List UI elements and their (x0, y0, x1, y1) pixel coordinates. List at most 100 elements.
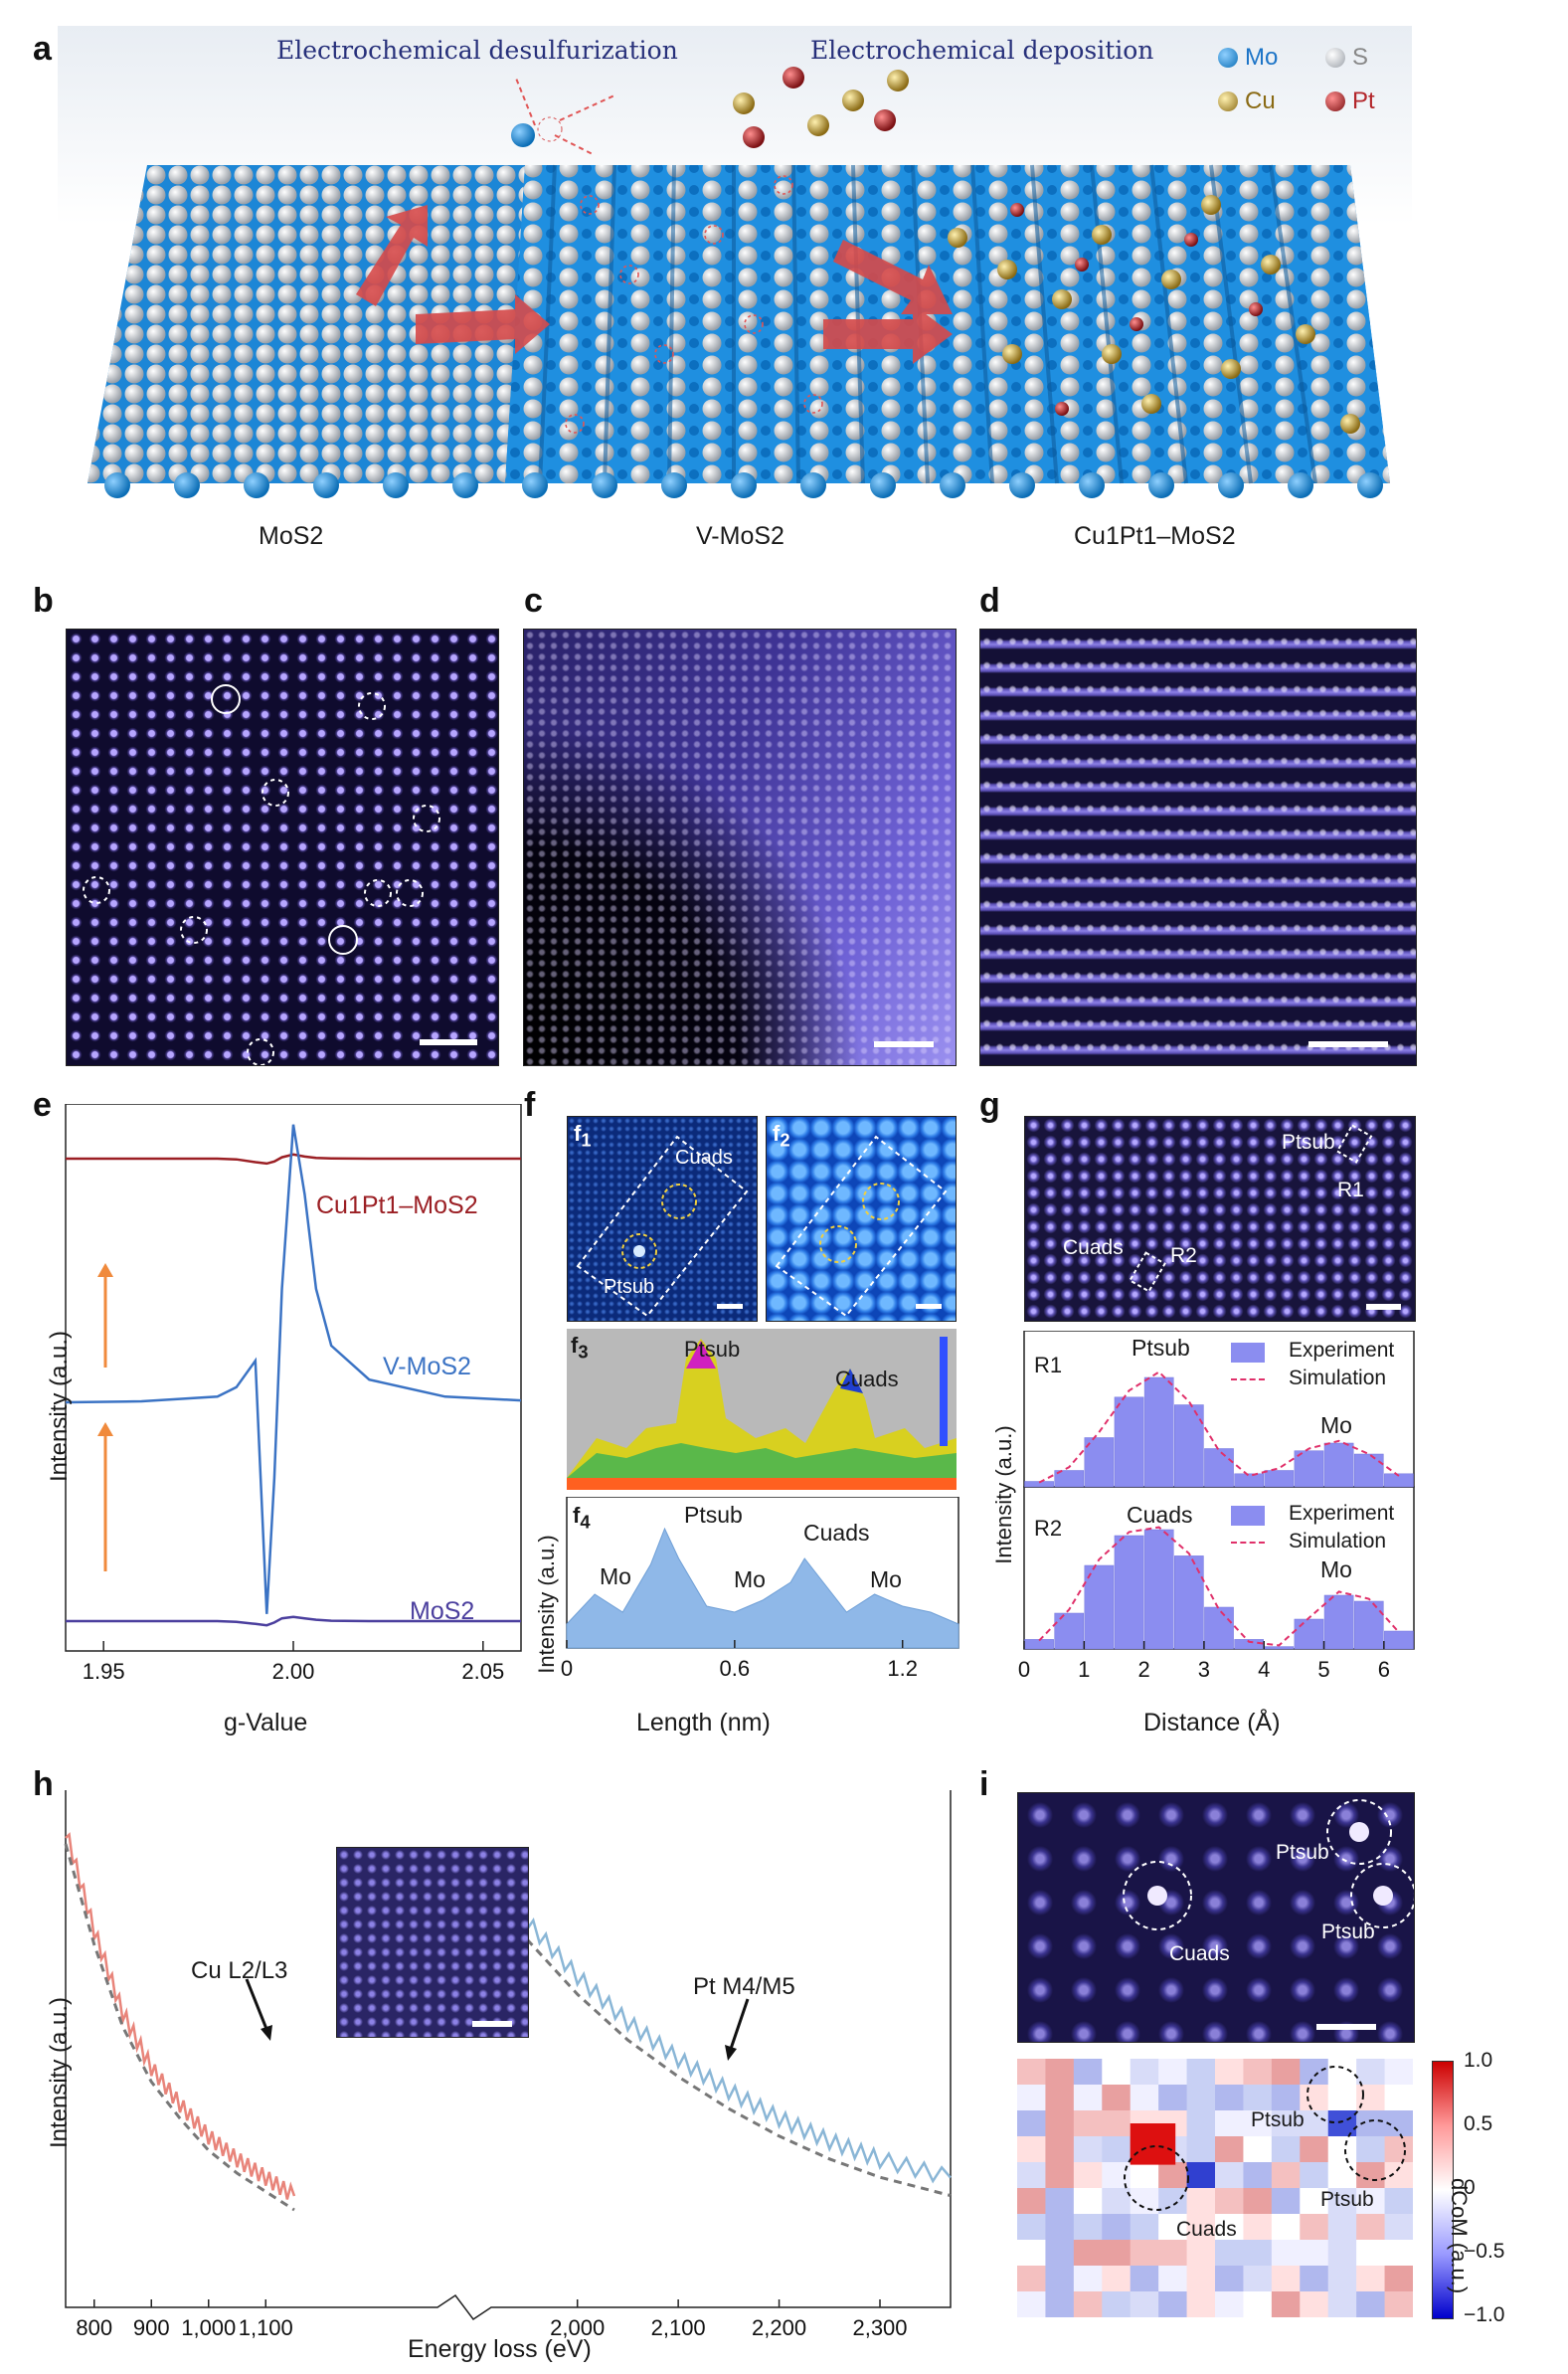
dcom-cell (1158, 2291, 1188, 2318)
g-x-tick-label: 1 (1078, 1657, 1090, 1682)
h-x-tick-label: 900 (133, 2315, 170, 2340)
dcom-cell (1243, 2214, 1273, 2241)
dcom-cell (1130, 2123, 1176, 2165)
f4-chart-svg: 0 0.6 1.2 (561, 1496, 959, 1681)
dcom-colorbar (1432, 2061, 1454, 2319)
f4-profile-area (566, 1527, 959, 1649)
h-x-tick-label: 2,200 (752, 2315, 806, 2340)
f3-cuads-label: Cuads (835, 1367, 899, 1391)
legend-mo-label: Mo (1245, 44, 1279, 71)
g-legend-experiment-2: Experiment (1289, 1502, 1395, 1525)
panel-label-f: f (524, 1086, 536, 1124)
legend-simulation-swatch-2 (1231, 1542, 1265, 1544)
dcom-cell (1186, 2266, 1216, 2292)
g-bar (1204, 1606, 1234, 1650)
g-legend-simulation-2: Simulation (1289, 1530, 1387, 1552)
g-x-tick-label: 6 (1378, 1657, 1390, 1682)
panel-label-a: a (33, 30, 52, 68)
panel-label-e: e (33, 1086, 52, 1124)
dcom-cell (1158, 2085, 1188, 2111)
dcom-cell (1271, 2085, 1301, 2111)
g-bar (1323, 1442, 1354, 1488)
f1-label: f1 (574, 1121, 592, 1151)
scale-bar (1308, 1041, 1388, 1047)
dcom-cell (1158, 2266, 1188, 2292)
f1-ptsub-label: Ptsub (604, 1276, 655, 1298)
dcom-cell (1102, 2085, 1132, 2111)
legend-simulation-swatch (1231, 1378, 1265, 1380)
g-bar (1143, 1376, 1174, 1488)
g-cuads-label: Cuads (1063, 1236, 1124, 1259)
dcom-cell (1045, 2162, 1075, 2189)
g-simulation-curve (1038, 1370, 1400, 1484)
dcom-cell (1300, 2188, 1329, 2215)
g-bar (1384, 1630, 1414, 1650)
g-x-tick-label: 2 (1137, 1657, 1149, 1682)
panel-f4-profile: 0 0.6 1.2 f4 (537, 1496, 964, 1745)
epr-chart-svg: 1.95 2.00 2.05 (65, 1103, 522, 1684)
e-x-axis-label: g-Value (224, 1709, 308, 1736)
dcom-cell (1384, 2136, 1414, 2163)
f3-label: f3 (571, 1333, 589, 1363)
dcom-cell (1158, 2188, 1188, 2215)
dcom-cell (1271, 2110, 1301, 2137)
dcom-cell (1045, 2240, 1075, 2267)
panel-h-eels-chart: 800 900 1,000 1,100 2,000 2,100 2,200 2,300 (20, 1790, 955, 2347)
dcom-cell (1130, 2059, 1159, 2086)
haadf-image-cu1pt1-mos2 (979, 629, 1417, 1066)
dcom-cell (1215, 2162, 1244, 2189)
dcom-cell (1017, 2291, 1046, 2318)
h-pt-background (525, 1937, 952, 2198)
g-ptsub-label: Ptsub (1282, 1131, 1335, 1154)
dcom-cell (1300, 2110, 1329, 2137)
scale-bar (420, 1039, 477, 1045)
dcom-cell (1327, 2214, 1357, 2241)
dcom-cell (1073, 2110, 1103, 2137)
series-label-v-mos2: V-MoS2 (383, 1353, 471, 1380)
dcom-cell (1384, 2188, 1414, 2215)
g-legend-simulation: Simulation (1289, 1367, 1387, 1389)
dcom-cell (1102, 2240, 1132, 2267)
vacancy-markers (83, 684, 477, 1065)
dcom-cell (1327, 2085, 1357, 2111)
epr-series-2 (66, 1615, 521, 1627)
dcom-cell (1327, 2291, 1357, 2318)
dcom-cell (1243, 2162, 1273, 2189)
dcom-cell (1243, 2266, 1273, 2292)
dcom-cell (1073, 2266, 1103, 2292)
dcom-cell (1186, 2162, 1215, 2188)
dcom-cell (1356, 2188, 1386, 2215)
dcom-cell (1356, 2136, 1386, 2163)
g-bar (1323, 1594, 1354, 1650)
g-bar (1353, 1600, 1384, 1650)
dcom-cell (1045, 2266, 1075, 2292)
dcom-cell (1073, 2059, 1103, 2086)
epr-series-1 (65, 1124, 522, 1614)
dcom-cell (1300, 2136, 1329, 2163)
g-bar (1353, 1453, 1384, 1488)
panel-label-d: d (979, 582, 1000, 620)
g-legend-experiment: Experiment (1289, 1339, 1395, 1362)
g-bar (1234, 1473, 1264, 1488)
h-y-axis-label: Intensity (a.u.) (46, 1996, 73, 2149)
i-ptsub-label-1: Ptsub (1276, 1841, 1329, 1864)
g-bar (1114, 1396, 1144, 1488)
dcom-cell (1102, 2059, 1132, 2086)
f-x-axis-label: Length (nm) (636, 1709, 771, 1736)
mo-atom-icon (1218, 48, 1238, 68)
dcom-cell (1158, 2240, 1188, 2267)
stage-label-mos2: MoS2 (259, 522, 324, 550)
i-ptsub-label-2: Ptsub (1321, 1920, 1375, 1943)
dcom-cell (1384, 2291, 1414, 2318)
dcom-cell (1102, 2136, 1132, 2163)
dcom-cell (1102, 2110, 1132, 2137)
dcom-cell (1186, 2291, 1216, 2318)
g-r1-label: R1 (1337, 1179, 1364, 1201)
g-bar (1084, 1564, 1115, 1650)
dcom-cell (1327, 2266, 1357, 2292)
epr-series-0 (66, 1153, 521, 1166)
g-r2-peak-cuads: Cuads (1127, 1502, 1193, 1528)
h-cu-spectrum (65, 1832, 296, 2200)
panel-e-epr-chart: 1.95 2.00 2.05 (20, 1103, 527, 1740)
h-annotation-cu: Cu L2/L3 (191, 1957, 288, 1984)
